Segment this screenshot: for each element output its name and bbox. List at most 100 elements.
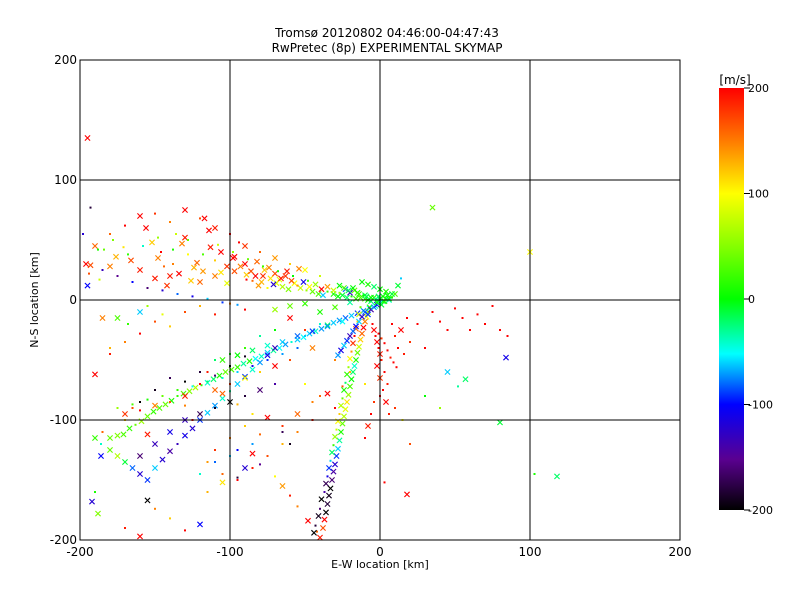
- data-point-cross: [150, 408, 157, 415]
- x-tick-label-2: 0: [376, 545, 384, 559]
- data-point-cross: [309, 345, 316, 351]
- data-point-dot: [359, 306, 362, 309]
- data-point-cross: [260, 273, 266, 279]
- data-point-cross: [365, 311, 371, 318]
- data-point-cross: [272, 363, 278, 369]
- data-point-cross: [503, 354, 509, 361]
- y-tick-label-3: 100: [54, 173, 77, 187]
- data-point-cross: [287, 315, 293, 321]
- data-point-cross: [288, 277, 295, 284]
- data-point-dot: [409, 443, 411, 445]
- data-point-cross: [167, 273, 173, 279]
- data-point-cross: [315, 291, 322, 297]
- data-point-cross: [272, 306, 278, 313]
- data-point-cross: [152, 402, 158, 409]
- data-point-dot: [281, 431, 284, 433]
- data-point-dot: [281, 425, 284, 427]
- data-point-dot: [199, 305, 201, 307]
- data-point-cross: [341, 285, 347, 291]
- data-point-cross: [249, 366, 256, 373]
- data-point-cross: [272, 255, 278, 261]
- data-point-dot: [244, 425, 246, 427]
- data-point-dot: [127, 253, 129, 256]
- data-point-cross: [162, 401, 169, 408]
- data-point-dot: [88, 272, 90, 275]
- data-point-dot: [266, 455, 269, 457]
- data-point-dot: [406, 317, 408, 319]
- data-point-cross: [353, 357, 359, 363]
- data-point-cross: [341, 387, 347, 393]
- data-point-cross: [152, 441, 158, 447]
- data-point-cross: [318, 286, 325, 293]
- data-point-cross: [324, 390, 331, 397]
- data-point-cross: [210, 376, 217, 383]
- data-point-cross: [318, 325, 325, 332]
- data-point-dot: [350, 295, 353, 298]
- data-point-cross: [218, 249, 224, 255]
- data-point-cross: [462, 376, 469, 383]
- data-point-dot: [289, 359, 291, 361]
- data-point-dot: [461, 317, 464, 319]
- data-point-dot: [139, 409, 141, 412]
- data-point-dot: [319, 507, 321, 510]
- data-point-dot: [244, 347, 246, 349]
- x-axis: -200 -100 0 100 200: [66, 545, 691, 559]
- data-point-cross: [362, 318, 368, 325]
- data-point-cross: [341, 413, 347, 420]
- data-point-cross: [242, 261, 248, 267]
- data-point-dot: [214, 359, 216, 361]
- data-point-dot: [326, 290, 329, 293]
- data-point-cross: [219, 390, 226, 397]
- data-point-dot: [394, 407, 396, 409]
- data-point-dot: [259, 371, 261, 373]
- data-point-cross: [374, 363, 380, 369]
- data-point-dot: [338, 291, 341, 294]
- data-point-cross: [285, 286, 292, 293]
- data-point-dot: [476, 313, 479, 316]
- data-point-dot: [323, 491, 326, 493]
- data-point-cross: [128, 257, 134, 264]
- data-point-cross: [182, 234, 188, 241]
- data-point-cross: [212, 387, 218, 393]
- data-point-cross: [302, 300, 308, 307]
- data-point-dot: [311, 401, 314, 403]
- data-point-dot: [206, 461, 209, 463]
- data-point-dot: [377, 347, 380, 349]
- data-point-cross: [312, 281, 319, 288]
- data-point-cross: [137, 267, 143, 273]
- data-point-cross: [83, 261, 89, 267]
- data-point-cross: [219, 357, 226, 363]
- data-point-cross: [282, 273, 289, 279]
- data-point-cross: [348, 376, 355, 383]
- data-point-cross: [197, 411, 203, 417]
- data-point-cross: [167, 448, 173, 455]
- data-point-dot: [82, 233, 84, 235]
- data-point-dot: [431, 311, 434, 313]
- data-point-dot: [334, 359, 336, 361]
- data-point-cross: [359, 330, 365, 337]
- data-point-cross: [371, 283, 377, 290]
- data-point-dot: [457, 385, 459, 388]
- data-point-cross: [359, 279, 365, 285]
- data-point-dot: [341, 397, 344, 400]
- data-point-dot: [319, 395, 321, 397]
- data-point-dot: [161, 289, 164, 292]
- data-point-cross: [326, 492, 332, 499]
- colorbar-tick-label-0: 200: [748, 82, 769, 95]
- data-point-dot: [266, 287, 269, 289]
- data-point-dot: [353, 335, 356, 337]
- data-point-dot: [131, 407, 134, 409]
- data-point-dot: [247, 258, 249, 261]
- data-point-dot: [101, 269, 104, 271]
- data-point-cross: [156, 405, 163, 411]
- data-point-cross: [353, 295, 359, 302]
- data-point-cross: [212, 402, 218, 409]
- data-point-cross: [347, 333, 353, 339]
- data-point-dot: [394, 335, 396, 337]
- data-point-cross: [99, 315, 106, 321]
- data-point-cross: [164, 282, 170, 289]
- data-point-dot: [236, 371, 239, 373]
- data-point-cross: [294, 411, 301, 417]
- data-point-cross: [335, 352, 341, 359]
- data-point-dot: [266, 359, 269, 361]
